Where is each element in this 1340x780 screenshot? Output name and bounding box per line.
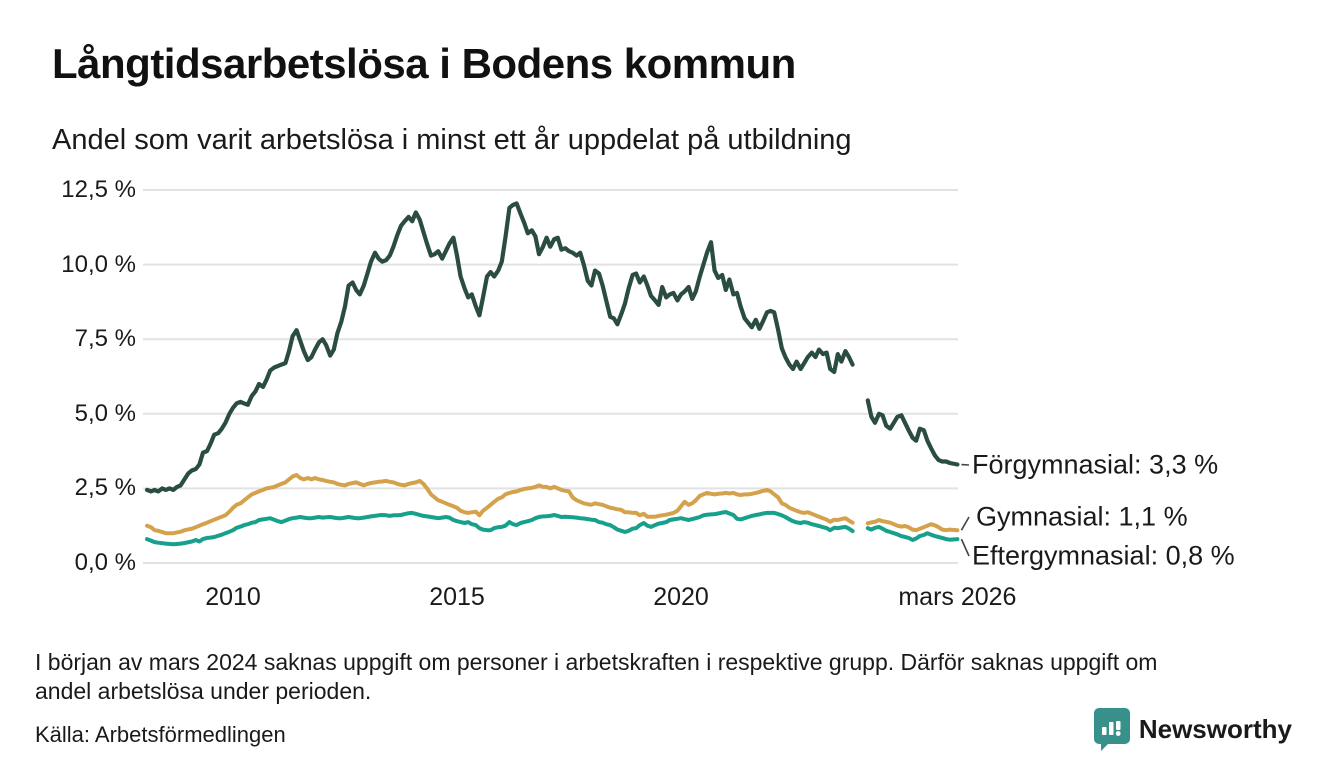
x-axis-tick-label: 2015 [429, 583, 485, 611]
y-axis-tick-label: 7,5 % [74, 325, 136, 353]
bar-chart-pin-icon [1093, 708, 1130, 751]
footnote-line1: I början av mars 2024 saknas uppgift om … [35, 649, 1158, 675]
y-axis-tick-label: 2,5 % [74, 474, 136, 502]
y-axis-tick-label: 10,0 % [61, 250, 136, 278]
series-line-förgymnasial [144, 201, 855, 494]
series-line-eftergymnasial [865, 524, 960, 542]
series-line-gymnasial [145, 473, 855, 536]
y-axis-tick-label: 12,5 % [61, 176, 136, 203]
y-axis-tick-label: 5,0 % [74, 399, 136, 427]
source-credit: Källa: Arbetsförmedlingen [35, 722, 286, 747]
series-line-gymnasial [865, 518, 960, 533]
series-line-förgymnasial [865, 398, 960, 467]
series-end-label-forgymnasial: Förgymnasial: 3,3 % [972, 449, 1219, 480]
y-axis-tick-label: 0,0 % [74, 549, 136, 576]
page-title: Långtidsarbetslösa i Bodens kommun [52, 40, 796, 87]
footnote-line2: andel arbetslösa under perioden. [35, 678, 372, 704]
end-label-connector [960, 516, 970, 531]
brand-name: Newsworthy [1138, 714, 1292, 744]
page-subtitle: Andel som varit arbetslösa i minst ett å… [52, 124, 852, 156]
end-label-connector [960, 538, 970, 557]
series-end-label-eftergymnasial: Eftergymnasial: 0,8 % [972, 540, 1235, 571]
x-axis-tick-label: 2010 [205, 583, 261, 611]
x-axis-tick-label: 2020 [653, 583, 709, 611]
series-line-eftergymnasial [145, 510, 855, 547]
series-end-label-gymnasial: Gymnasial: 1,1 % [976, 501, 1188, 532]
newsworthy-brand: Newsworthy [1093, 707, 1292, 752]
x-axis-tick-label: mars 2026 [898, 583, 1017, 611]
footnote: I början av mars 2024 saknas uppgift om … [35, 648, 1157, 706]
